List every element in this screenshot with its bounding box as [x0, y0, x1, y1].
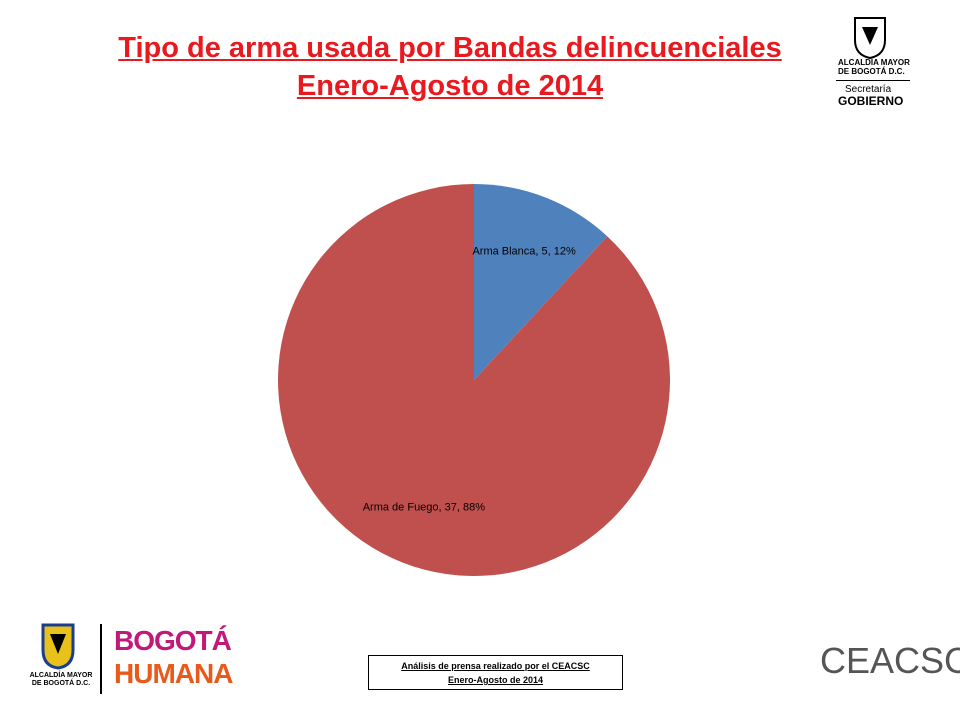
logo-text: GOBIERNO	[838, 94, 904, 108]
footer-text: Análisis de prensa realizado por el CEAC…	[401, 661, 590, 671]
logo-text: BOGOTÁ	[114, 625, 232, 656]
data-label: Arma de Fuego, 37, 88%	[362, 501, 486, 514]
pie-slice	[278, 184, 670, 576]
logo-text: ALCALDÍA MAYOR DE BOGOTÁ D.C.	[838, 58, 910, 76]
data-label: Arma Blanca, 5, 12%	[472, 245, 576, 258]
footer-text: Enero-Agosto de 2014	[447, 675, 544, 685]
logo-text: CEACSC	[820, 640, 960, 681]
crest-icon	[41, 623, 75, 670]
logo-text: HUMANA	[114, 658, 233, 689]
crest-icon	[854, 17, 886, 60]
divider	[100, 624, 102, 694]
footer-box: Análisis de prensa realizado por el CEAC…	[368, 655, 623, 690]
logo-text: Secretaría	[845, 84, 892, 95]
divider	[836, 80, 910, 81]
pie-slice	[474, 184, 608, 380]
logo-text: ALCALDÍA MAYOR DE BOGOTÁ D.C.	[29, 672, 93, 687]
title-line: Tipo de arma usada por Bandas delincuenc…	[118, 32, 782, 64]
subtitle-line: Enero-Agosto de 2014	[296, 70, 604, 102]
